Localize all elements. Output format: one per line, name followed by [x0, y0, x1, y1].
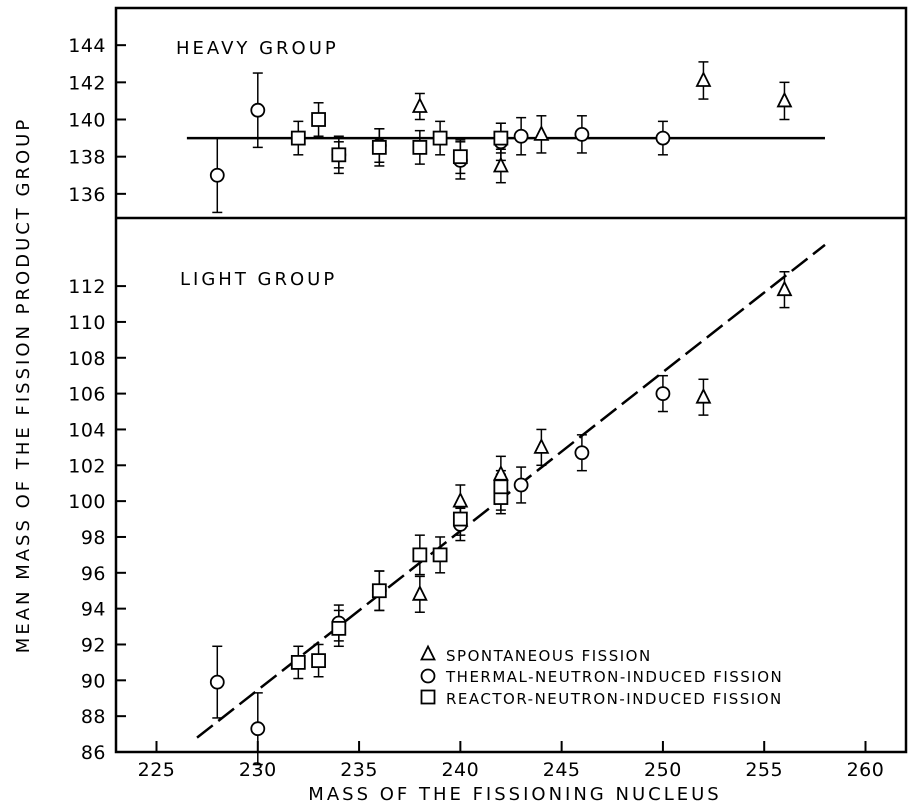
- light-circle-point: [250, 721, 266, 737]
- heavy-circle-point: [574, 126, 590, 142]
- heavy-circle-point: [250, 102, 266, 118]
- light-y-tick-label: 106: [68, 384, 106, 406]
- heavy-y-tick-label: 142: [68, 72, 106, 94]
- heavy-y-tick-label: 140: [68, 110, 106, 132]
- heavy-y-tick-label: 136: [68, 184, 106, 206]
- x-tick-label: 240: [441, 759, 479, 781]
- heavy-square-point: [452, 149, 468, 165]
- light-circle-point: [574, 445, 590, 461]
- heavy-square-point: [331, 147, 347, 163]
- heavy-triangle-point: [533, 124, 550, 141]
- x-axis-title: MASS OF THE FISSIONING NUCLEUS: [308, 784, 721, 805]
- light-circle-point: [209, 674, 225, 690]
- heavy-square-point: [432, 130, 448, 146]
- light-triangle-point: [533, 437, 550, 454]
- light-square-point: [412, 547, 428, 563]
- light-y-tick-label: 98: [81, 527, 106, 549]
- heavy-circle-point: [655, 130, 671, 146]
- tick-labels: 136 138 140 142 144 86 88 90 92 94 96 98 100 102 104 10…: [68, 35, 884, 781]
- light-y-tick-label: 88: [81, 706, 106, 728]
- light-fit-line: [196, 243, 826, 739]
- heavy-circle-point: [209, 167, 225, 183]
- light-y-tick-label: 86: [81, 742, 106, 764]
- light-square-point: [290, 655, 306, 670]
- data-markers: [209, 70, 793, 737]
- light-triangle-point: [776, 280, 793, 297]
- light-square-point: [371, 583, 387, 599]
- heavy-triangle-point: [776, 91, 793, 108]
- heavy-y-tick-label: 138: [68, 147, 106, 169]
- axis-ticks: [116, 44, 867, 753]
- light-circle-point: [655, 386, 671, 402]
- light-y-tick-label: 112: [68, 276, 106, 298]
- x-tick-label: 245: [543, 759, 581, 781]
- light-y-tick-label: 94: [81, 599, 106, 621]
- heavy-square-point: [493, 130, 509, 146]
- light-square-point: [432, 547, 448, 563]
- light-triangle-point: [411, 584, 428, 601]
- heavy-y-tick-label: 144: [68, 35, 106, 57]
- heavy-square-point: [412, 139, 428, 155]
- x-tick-label: 255: [745, 759, 783, 781]
- light-y-tick-label: 110: [68, 312, 106, 334]
- light-square-point: [311, 653, 326, 669]
- y-axis-title: MEAN MASS OF THE FISSION PRODUCT GROUP: [13, 117, 34, 653]
- x-tick-label: 235: [340, 759, 378, 781]
- heavy-square-point: [311, 112, 326, 127]
- light-y-tick-label: 90: [81, 670, 106, 692]
- legend-marker-square: [420, 689, 436, 705]
- light-y-tick-label: 108: [68, 348, 106, 370]
- light-square-point: [493, 479, 509, 495]
- light-y-tick-label: 102: [68, 455, 106, 477]
- light-y-tick-label: 92: [81, 634, 106, 656]
- legend-marker-circle: [420, 668, 436, 684]
- heavy-square-point: [371, 139, 387, 155]
- plot-frame: [114, 6, 908, 754]
- light-y-tick-label: 100: [68, 491, 106, 513]
- light-square-point: [331, 620, 347, 636]
- legend: SPONTANEOUS FISSION THERMAL-NEUTRON-INDU…: [420, 644, 783, 708]
- x-tick-label: 225: [138, 759, 176, 781]
- light-triangle-point: [695, 387, 712, 404]
- light-triangle-point: [452, 491, 469, 508]
- heavy-circle-point: [513, 128, 529, 144]
- light-y-tick-label: 104: [68, 419, 106, 441]
- plot-frame-group: [114, 6, 908, 754]
- heavy-square-point: [290, 130, 306, 146]
- light-y-tick-label: 96: [81, 563, 106, 585]
- heavy-triangle-point: [492, 156, 509, 173]
- light-circle-point: [513, 477, 529, 493]
- light-group-label: LIGHT GROUP: [180, 269, 337, 290]
- x-tick-label: 230: [239, 759, 277, 781]
- light-square-point: [452, 511, 468, 527]
- heavy-triangle-point: [411, 96, 428, 113]
- x-tick-label: 250: [644, 759, 682, 781]
- legend-label-thermal: THERMAL-NEUTRON-INDUCED FISSION: [445, 668, 783, 686]
- heavy-group-label: HEAVY GROUP: [176, 38, 339, 59]
- heavy-triangle-point: [695, 70, 712, 87]
- legend-label-reactor: REACTOR-NEUTRON-INDUCED FISSION: [446, 690, 783, 708]
- x-tick-label: 260: [847, 759, 885, 781]
- legend-marker-triangle: [420, 644, 436, 661]
- legend-label-spontaneous: SPONTANEOUS FISSION: [446, 647, 652, 665]
